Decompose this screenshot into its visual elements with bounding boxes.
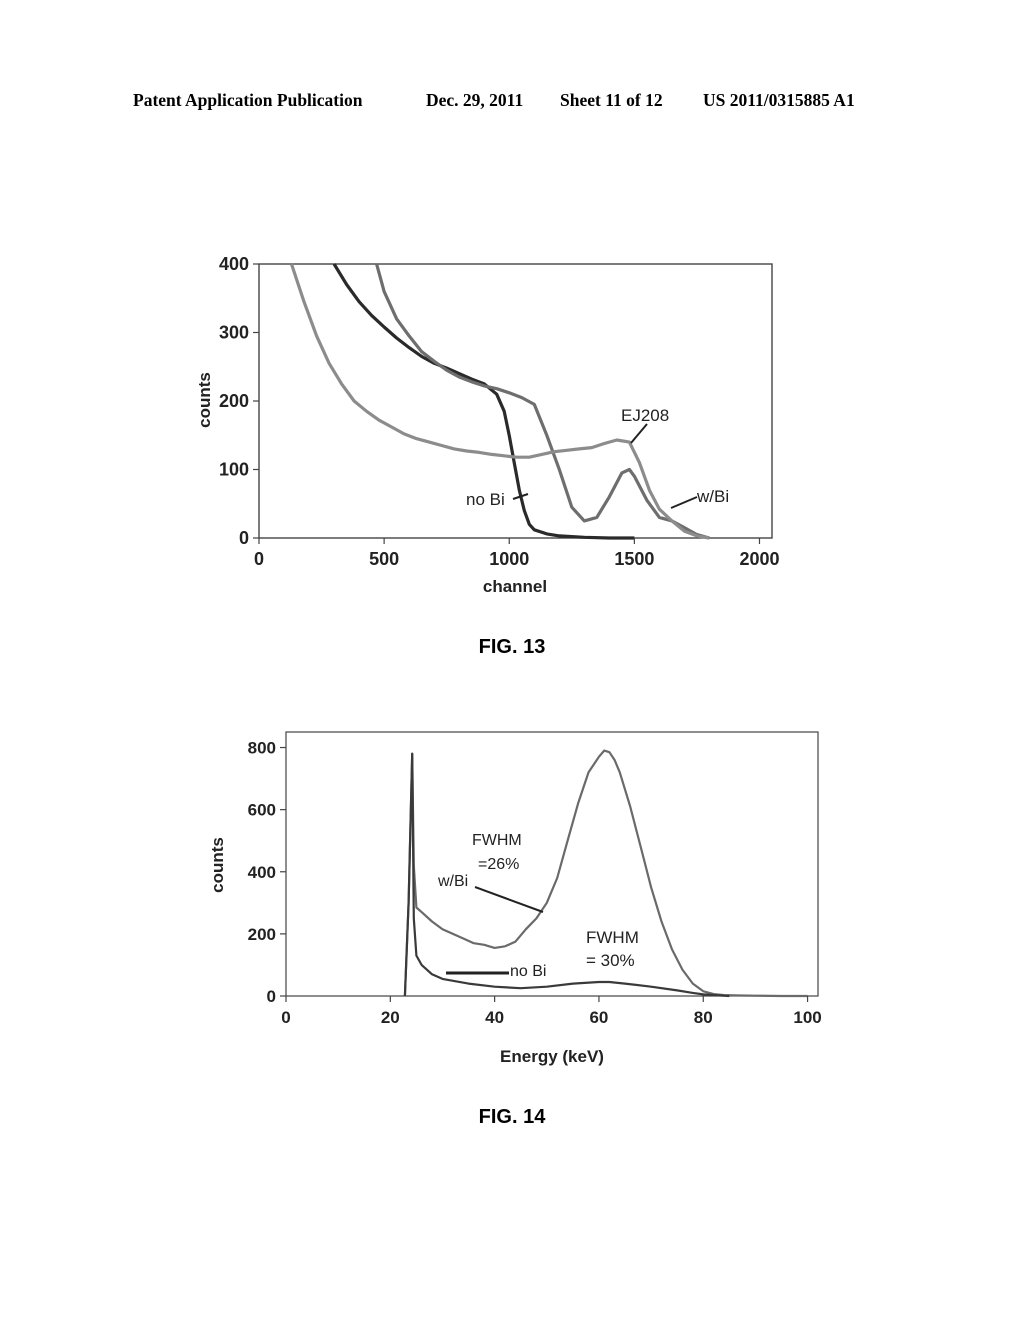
fig13-caption: FIG. 13	[478, 636, 546, 658]
fig14-y-tick-label: 0	[267, 987, 276, 1006]
fig13-annotation-ej208: EJ208	[621, 406, 669, 425]
fig14-series-no-bi	[403, 752, 730, 998]
fig13-annotation-w-bi: w/Bi	[696, 487, 729, 506]
fig13-annotation-no-bi: no Bi	[466, 490, 505, 509]
fig14-annotation-fwhm-30-line2: = 30%	[586, 951, 635, 970]
fig13-leader-ej208	[630, 423, 648, 444]
fig14-y-tick-label: 800	[248, 739, 276, 758]
page-header: Patent Application Publication Dec. 29, …	[0, 90, 1024, 114]
publication-label: Patent Application Publication	[133, 90, 363, 110]
fig14-x-tick-label: 60	[589, 1008, 608, 1027]
fig14-y-tick-label: 400	[248, 863, 276, 882]
fig13-chart: 0 500 1000 1500 2000 0 100 200 300 400 channel co…	[195, 254, 780, 596]
fig13-x-tick-label: 0	[254, 549, 264, 569]
fig14-annotation-no-bi: no Bi	[510, 963, 546, 980]
fig14-caption: FIG. 14	[478, 1106, 546, 1128]
fig14-axes-group: 0 20 40 60 80 100 0 200 400 600 800	[248, 739, 822, 1027]
fig14-chart: 0 20 40 60 80 100 0 200 400 600 800 Energy (keV) c…	[208, 731, 822, 1066]
fig14-leader-w-bi	[474, 886, 544, 913]
fig13-y-tick-label: 400	[219, 254, 249, 274]
fig14-annotation-fwhm-26-line2: =26%	[478, 856, 519, 873]
fig13-series-w-bi	[375, 263, 710, 540]
patent-number: US 2011/0315885 A1	[703, 90, 855, 110]
fig14-x-tick-label: 20	[381, 1008, 400, 1027]
fig14-series-group	[403, 749, 808, 998]
fig13-series-group	[289, 263, 710, 540]
fig13-x-tick-label: 1000	[489, 549, 529, 569]
fig13-y-tick-label: 0	[239, 528, 249, 548]
fig13-axes-group: 0 500 1000 1500 2000 0 100 200 300 400	[219, 254, 780, 569]
fig14-plot-frame	[285, 731, 819, 997]
fig14-annotation-w-bi: w/Bi	[437, 873, 468, 890]
fig14-annotation-fwhm-26-line1: FWHM	[472, 832, 522, 849]
fig13-y-tick-label: 200	[219, 391, 249, 411]
fig14-y-axis-title: counts	[208, 837, 227, 893]
fig14-series-w-bi	[403, 749, 808, 998]
fig13-leader-w-bi	[670, 496, 698, 509]
fig14-x-axis-title: Energy (keV)	[500, 1047, 604, 1066]
fig14-x-tick-label: 100	[793, 1008, 821, 1027]
fig13-x-axis-title: channel	[483, 577, 547, 596]
fig13-x-tick-label: 500	[369, 549, 399, 569]
publication-date: Dec. 29, 2011	[426, 90, 524, 110]
fig13-x-tick-label: 1500	[614, 549, 654, 569]
fig13-y-tick-label: 100	[219, 460, 249, 480]
fig13-series-no-bi	[332, 263, 635, 540]
fig14-y-tick-label: 200	[248, 925, 276, 944]
sheet-number: Sheet 11 of 12	[560, 90, 663, 110]
fig13-leader-no-bi	[512, 493, 529, 500]
fig14-x-tick-label: 40	[485, 1008, 504, 1027]
fig14-annotation-fwhm-30-line1: FWHM	[586, 928, 639, 947]
fig13-series-ej208	[289, 263, 710, 540]
fig13-x-tick-label: 2000	[739, 549, 779, 569]
fig13-y-axis-title: counts	[195, 372, 214, 428]
fig14-y-tick-label: 600	[248, 801, 276, 820]
fig14-x-tick-label: 0	[281, 1008, 290, 1027]
fig13-y-tick-label: 300	[219, 323, 249, 343]
fig14-x-tick-label: 80	[694, 1008, 713, 1027]
